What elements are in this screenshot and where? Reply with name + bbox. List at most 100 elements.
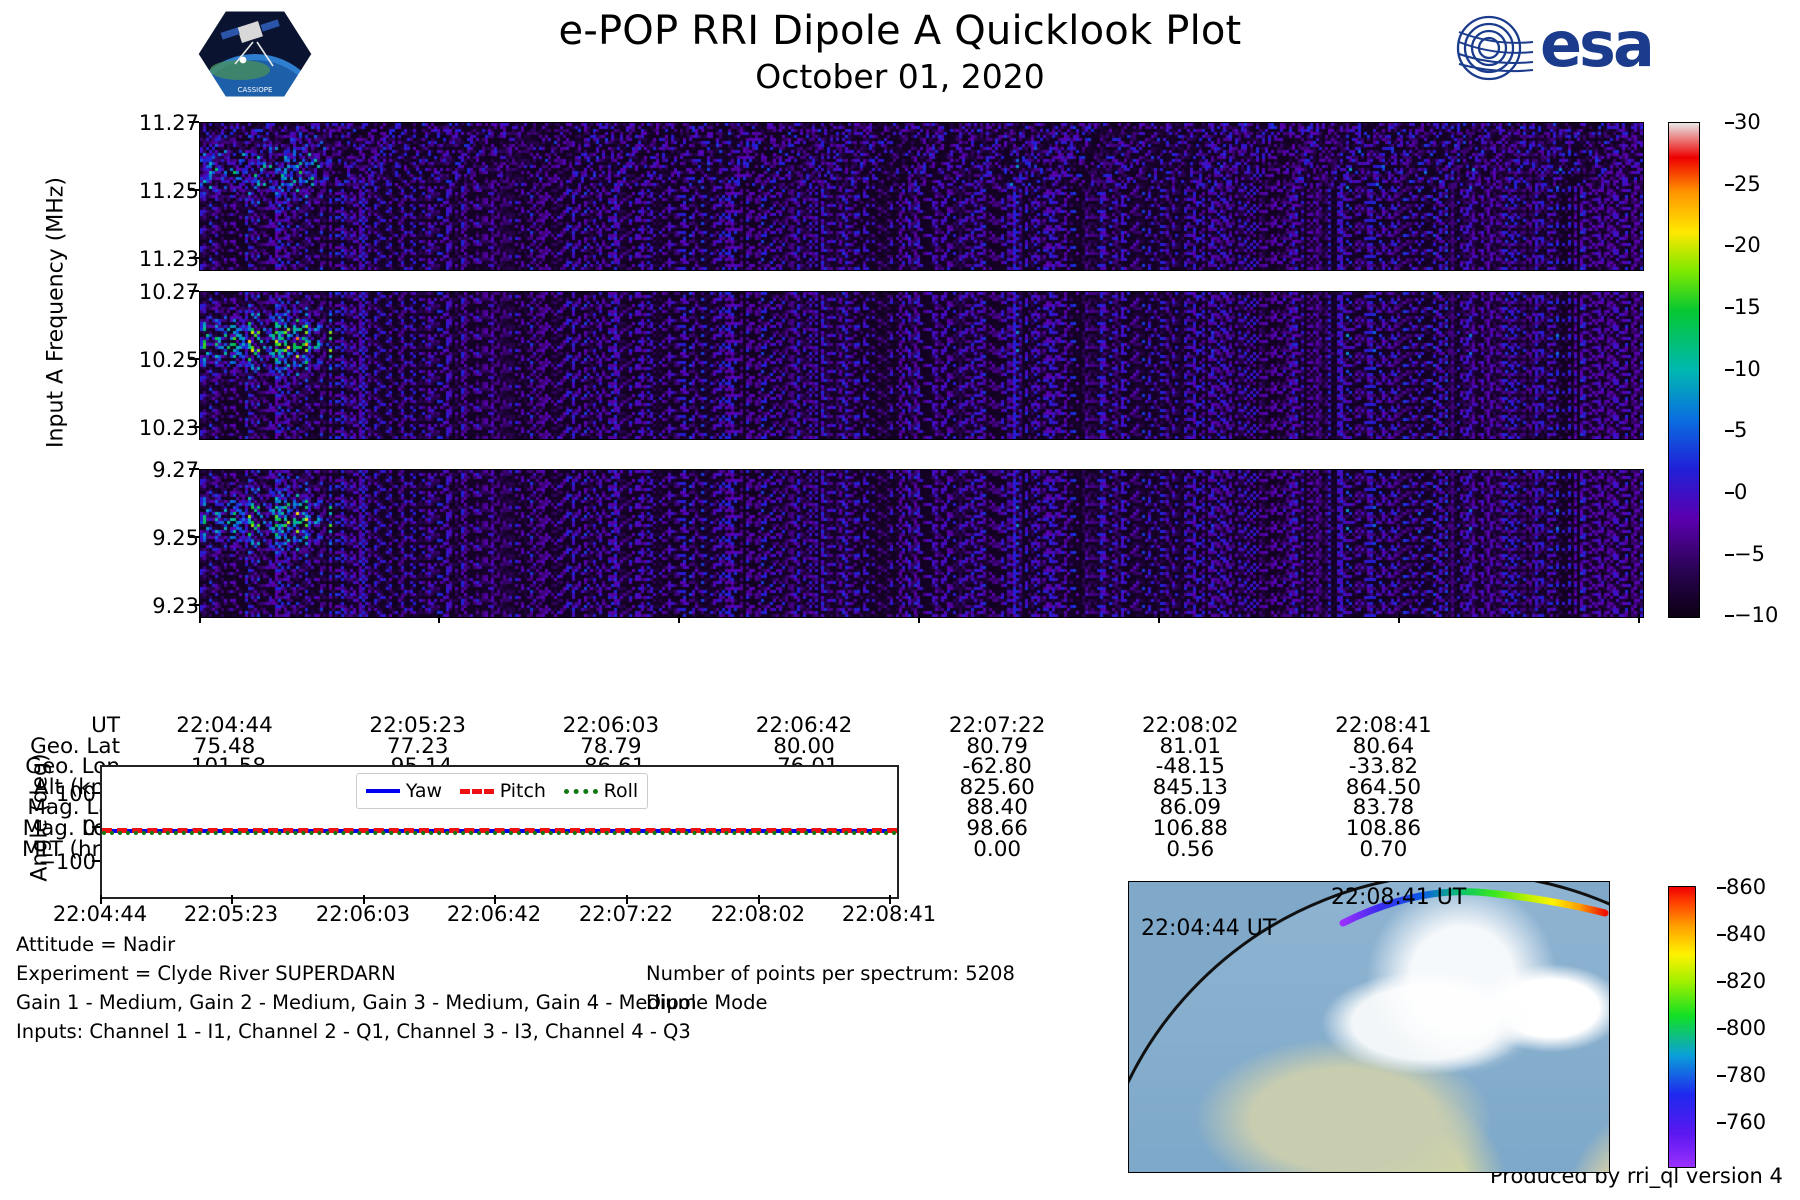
cbtick-neg5: −5 xyxy=(1725,542,1765,566)
cell-maglat-6: 83.78 xyxy=(1352,795,1415,821)
row-label-mlt: MLT (hrs) xyxy=(22,836,120,862)
tick-line xyxy=(100,895,102,904)
note-mode: Dipole Mode xyxy=(646,991,768,1014)
page-header: e-POP RRI Dipole A Quicklook Plot Octobe… xyxy=(0,6,1800,98)
cbtick-25: 25 xyxy=(1725,172,1761,196)
tick-line xyxy=(92,792,101,794)
cell-alt-5: 845.13 xyxy=(1152,774,1228,800)
tick-line xyxy=(1398,614,1400,623)
legend-entry-roll: Roll xyxy=(563,780,639,802)
cell-ut-6: 22:08:41 xyxy=(1335,713,1432,738)
tick-line xyxy=(758,895,760,904)
ytick-10-27: 10.27 xyxy=(138,280,199,304)
tick-line xyxy=(494,895,496,904)
cell-ut-0: 22:04:44 xyxy=(176,713,273,738)
tick-line xyxy=(189,426,199,428)
legend-entry-pitch: Pitch xyxy=(459,780,546,802)
cbtick-5: 5 xyxy=(1725,418,1747,442)
cell-geolon-6: -33.82 xyxy=(1348,754,1419,780)
tick-line xyxy=(678,614,680,623)
legend-entry-yaw: Yaw xyxy=(365,780,443,802)
pitch-trace xyxy=(102,828,897,833)
cell-geolat-0: 75.48 xyxy=(193,733,256,759)
alt-tick-780: 780 xyxy=(1717,1063,1766,1087)
cbtick-30: 30 xyxy=(1725,110,1761,134)
cell-mlt-6: 0.70 xyxy=(1359,836,1408,862)
cbtick-20: 20 xyxy=(1725,233,1761,257)
spectrogram-panel-10mhz xyxy=(199,291,1644,440)
cell-maglon-5: 106.88 xyxy=(1152,815,1228,841)
row-label-mag-lon: Mag. Lon xyxy=(22,815,120,841)
alt-tick-840: 840 xyxy=(1717,922,1766,946)
cell-geolat-5: 81.01 xyxy=(1159,733,1222,759)
tick-line xyxy=(189,604,199,606)
cell-geolon-4: -62.80 xyxy=(962,754,1032,780)
row-label-geo-lat: Geo. Lat xyxy=(30,733,120,759)
cell-geolat-4: 80.79 xyxy=(966,733,1028,759)
ytick-11-25: 11.25 xyxy=(138,179,199,203)
attitude-ytick-group: 100 0 −100 xyxy=(0,765,1000,915)
cell-geolat-2: 78.79 xyxy=(580,733,642,759)
cell-ut-2: 22:06:03 xyxy=(562,713,660,738)
tick-line xyxy=(438,614,440,623)
tick-line xyxy=(363,895,365,904)
spacer xyxy=(646,930,1015,959)
cell-maglat-4: 88.40 xyxy=(966,795,1028,821)
cell-ut-4: 22:07:22 xyxy=(948,713,1046,738)
cell-ut-5: 22:08:02 xyxy=(1141,713,1239,738)
cassiope-epop-mission-patch-icon: CASSIOPE xyxy=(195,8,315,100)
ytick-9-27: 9.27 xyxy=(152,458,199,482)
cbtick-10: 10 xyxy=(1725,357,1761,381)
cell-mlt-5: 0.56 xyxy=(1166,836,1215,862)
cell-geolat-3: 80.00 xyxy=(773,733,835,759)
att-ytick-0: 0 xyxy=(82,816,96,840)
row-label-geo-lon: Geo. Lon xyxy=(25,754,120,780)
note-attitude: Attitude = Nadir xyxy=(16,933,176,956)
table-row: UT 22:04:44 22:05:23 22:06:03 22:06:42 2… xyxy=(0,713,1480,738)
cbtick-neg10: −10 xyxy=(1725,603,1778,627)
roll-swatch-icon xyxy=(563,788,598,794)
tick-line xyxy=(92,860,101,862)
cell-ut-3: 22:06:42 xyxy=(755,713,853,738)
ytick-10-23: 10.23 xyxy=(138,416,199,440)
legend-label-yaw: Yaw xyxy=(405,780,443,802)
alt-tick-760: 760 xyxy=(1717,1110,1766,1134)
row-label-ut: UT xyxy=(91,713,120,738)
cell-alt-4: 825.60 xyxy=(959,774,1035,800)
cell-maglon-4: 98.66 xyxy=(966,815,1028,841)
att-xtick-5: 22:08:02 xyxy=(710,902,806,926)
pitch-swatch-icon xyxy=(459,788,494,794)
att-xtick-0: 22:04:44 xyxy=(52,902,148,926)
orbit-track xyxy=(1339,888,1609,927)
tick-line xyxy=(189,121,199,123)
note-points: Number of points per spectrum: 5208 xyxy=(646,962,1015,985)
cell-alt-6: 864.50 xyxy=(1345,774,1422,800)
table-row: Geo. Lat 75.48 77.23 78.79 80.00 80.79 8… xyxy=(0,733,1480,759)
tick-line xyxy=(189,468,199,470)
cell-geolat-6: 80.64 xyxy=(1352,733,1415,759)
legend-label-roll: Roll xyxy=(603,780,639,802)
footer-notes-left: Attitude = Nadir Experiment = Clyde Rive… xyxy=(16,930,697,1046)
altitude-colorbar-ticks: 860 840 820 800 780 760 xyxy=(1694,875,1800,1166)
alt-tick-800: 800 xyxy=(1717,1016,1766,1040)
altitude-colorbar xyxy=(1668,886,1696,1168)
spectrogram-panel-11mhz xyxy=(199,122,1644,271)
row-label-mag-lat: Mag. Lat xyxy=(27,795,120,821)
att-ytick-neg100: −100 xyxy=(38,850,96,874)
att-ytick-100: 100 xyxy=(55,782,96,806)
spectrogram-yticks: 11.27 11.25 11.23 10.27 10.25 10.23 9.27… xyxy=(0,0,199,620)
cbtick-15: 15 xyxy=(1725,295,1761,319)
esa-wordmark: esa xyxy=(1540,8,1655,81)
ytick-9-23: 9.23 xyxy=(152,594,199,618)
legend-label-pitch: Pitch xyxy=(499,780,546,802)
cell-geolat-1: 77.23 xyxy=(386,733,449,759)
page-subtitle: October 01, 2020 xyxy=(755,57,1045,96)
tick-line xyxy=(189,189,199,191)
tick-line xyxy=(889,895,891,904)
tick-line xyxy=(189,290,199,292)
tick-line xyxy=(92,826,101,828)
ground-track-map: 22:04:44 UT 22:08:41 UT xyxy=(1128,881,1610,1173)
alt-tick-820: 820 xyxy=(1717,969,1766,993)
note-gain: Gain 1 - Medium, Gain 2 - Medium, Gain 3… xyxy=(16,991,697,1014)
cell-mlt-4: 0.00 xyxy=(973,836,1022,862)
